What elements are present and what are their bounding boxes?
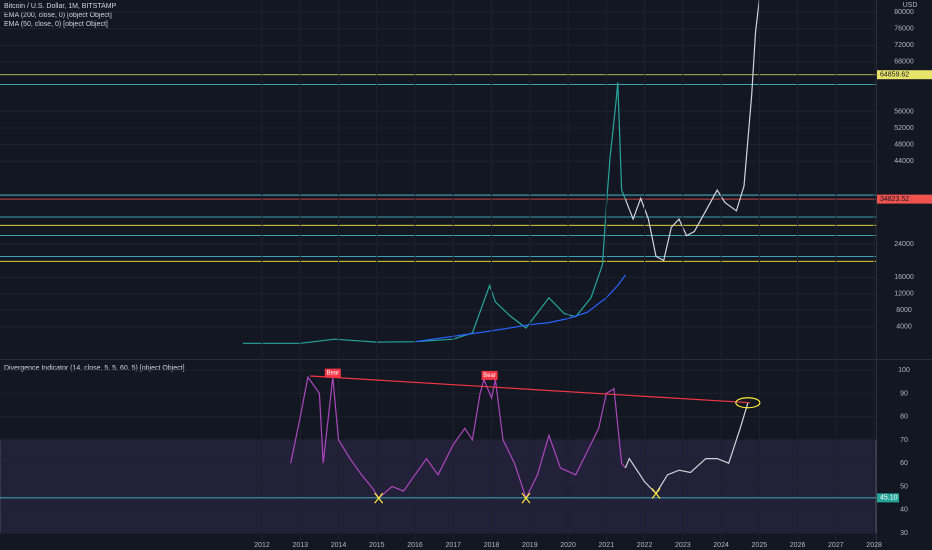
y-tick-label: 80 (900, 414, 908, 421)
y-tick-label: 76000 (894, 25, 914, 32)
x-tick-label: 2024 (713, 542, 729, 549)
y-tick-label: 40 (900, 507, 908, 514)
annotation-label: Bear (326, 371, 339, 377)
x-tick-label: 2013 (292, 542, 308, 549)
indicator-title: Divergence Indicator (14, close, 5, 5, 6… (4, 365, 185, 372)
x-tick-label: 2026 (790, 542, 806, 549)
level-label: 45.10 (880, 495, 898, 502)
y-tick-label: 70 (900, 437, 908, 444)
level-label-bg (877, 194, 932, 204)
annotation-label: Bear (483, 373, 496, 379)
y-tick-label: 100 (898, 367, 910, 374)
level-label-bg (877, 493, 899, 503)
series-line (309, 375, 750, 404)
x-tick-label: 2016 (407, 542, 423, 549)
highlight-ellipse (735, 397, 761, 409)
x-tick-label: 2020 (560, 542, 576, 549)
y-axis-label: USD (903, 2, 918, 9)
y-tick-label: 80000 (894, 9, 914, 16)
low-marker (651, 488, 661, 499)
y-tick-label: 12000 (894, 290, 914, 297)
chart-title: Bitcoin / U.S. Dollar, 1M, BITSTAMP (4, 3, 117, 10)
x-tick-label: 2019 (522, 542, 538, 549)
y-tick-label: 60 (900, 460, 908, 467)
y-tick-label: 90 (900, 390, 908, 397)
x-tick-label: 2022 (637, 542, 653, 549)
x-tick-label: 2027 (828, 542, 844, 549)
legend-item: EMA (50, close, 0) [object Object] (4, 21, 108, 28)
x-tick-label: 2014 (331, 542, 347, 549)
x-tick-label: 2025 (752, 542, 768, 549)
y-tick-label: 8000 (896, 307, 912, 314)
y-tick-label: 72000 (894, 42, 914, 49)
y-tick-label: 16000 (894, 274, 914, 281)
legend-item: EMA (200, close, 0) [object Object] (4, 12, 112, 19)
y-tick-label: 24000 (894, 241, 914, 248)
x-tick-label: 2015 (369, 542, 385, 549)
series-line (290, 375, 626, 500)
low-marker (374, 492, 384, 504)
level-label-bg (877, 70, 932, 80)
y-tick-label: 50 (900, 483, 908, 490)
x-tick-label: 2028 (866, 542, 882, 549)
level-label: 34823.52 (880, 196, 909, 203)
y-tick-label: 48000 (894, 141, 914, 148)
level-label: 64859.62 (880, 72, 909, 79)
annotation-bg (324, 368, 341, 378)
y-tick-label: 30 (900, 530, 908, 537)
y-tick-label: 68000 (894, 59, 914, 66)
x-tick-label: 2018 (484, 542, 500, 549)
y-tick-label: 52000 (894, 125, 914, 132)
series-line (624, 402, 749, 495)
series-line (624, 0, 760, 262)
y-tick-label: 56000 (894, 108, 914, 115)
x-tick-label: 2012 (254, 542, 270, 549)
x-tick-label: 2023 (675, 542, 691, 549)
annotation-bg (481, 370, 498, 380)
x-tick-label: 2021 (599, 542, 615, 549)
series-line (242, 82, 626, 344)
y-tick-label: 4000 (896, 324, 912, 331)
x-tick-label: 2017 (446, 542, 462, 549)
low-marker (521, 492, 531, 504)
y-tick-label: 44000 (894, 158, 914, 165)
